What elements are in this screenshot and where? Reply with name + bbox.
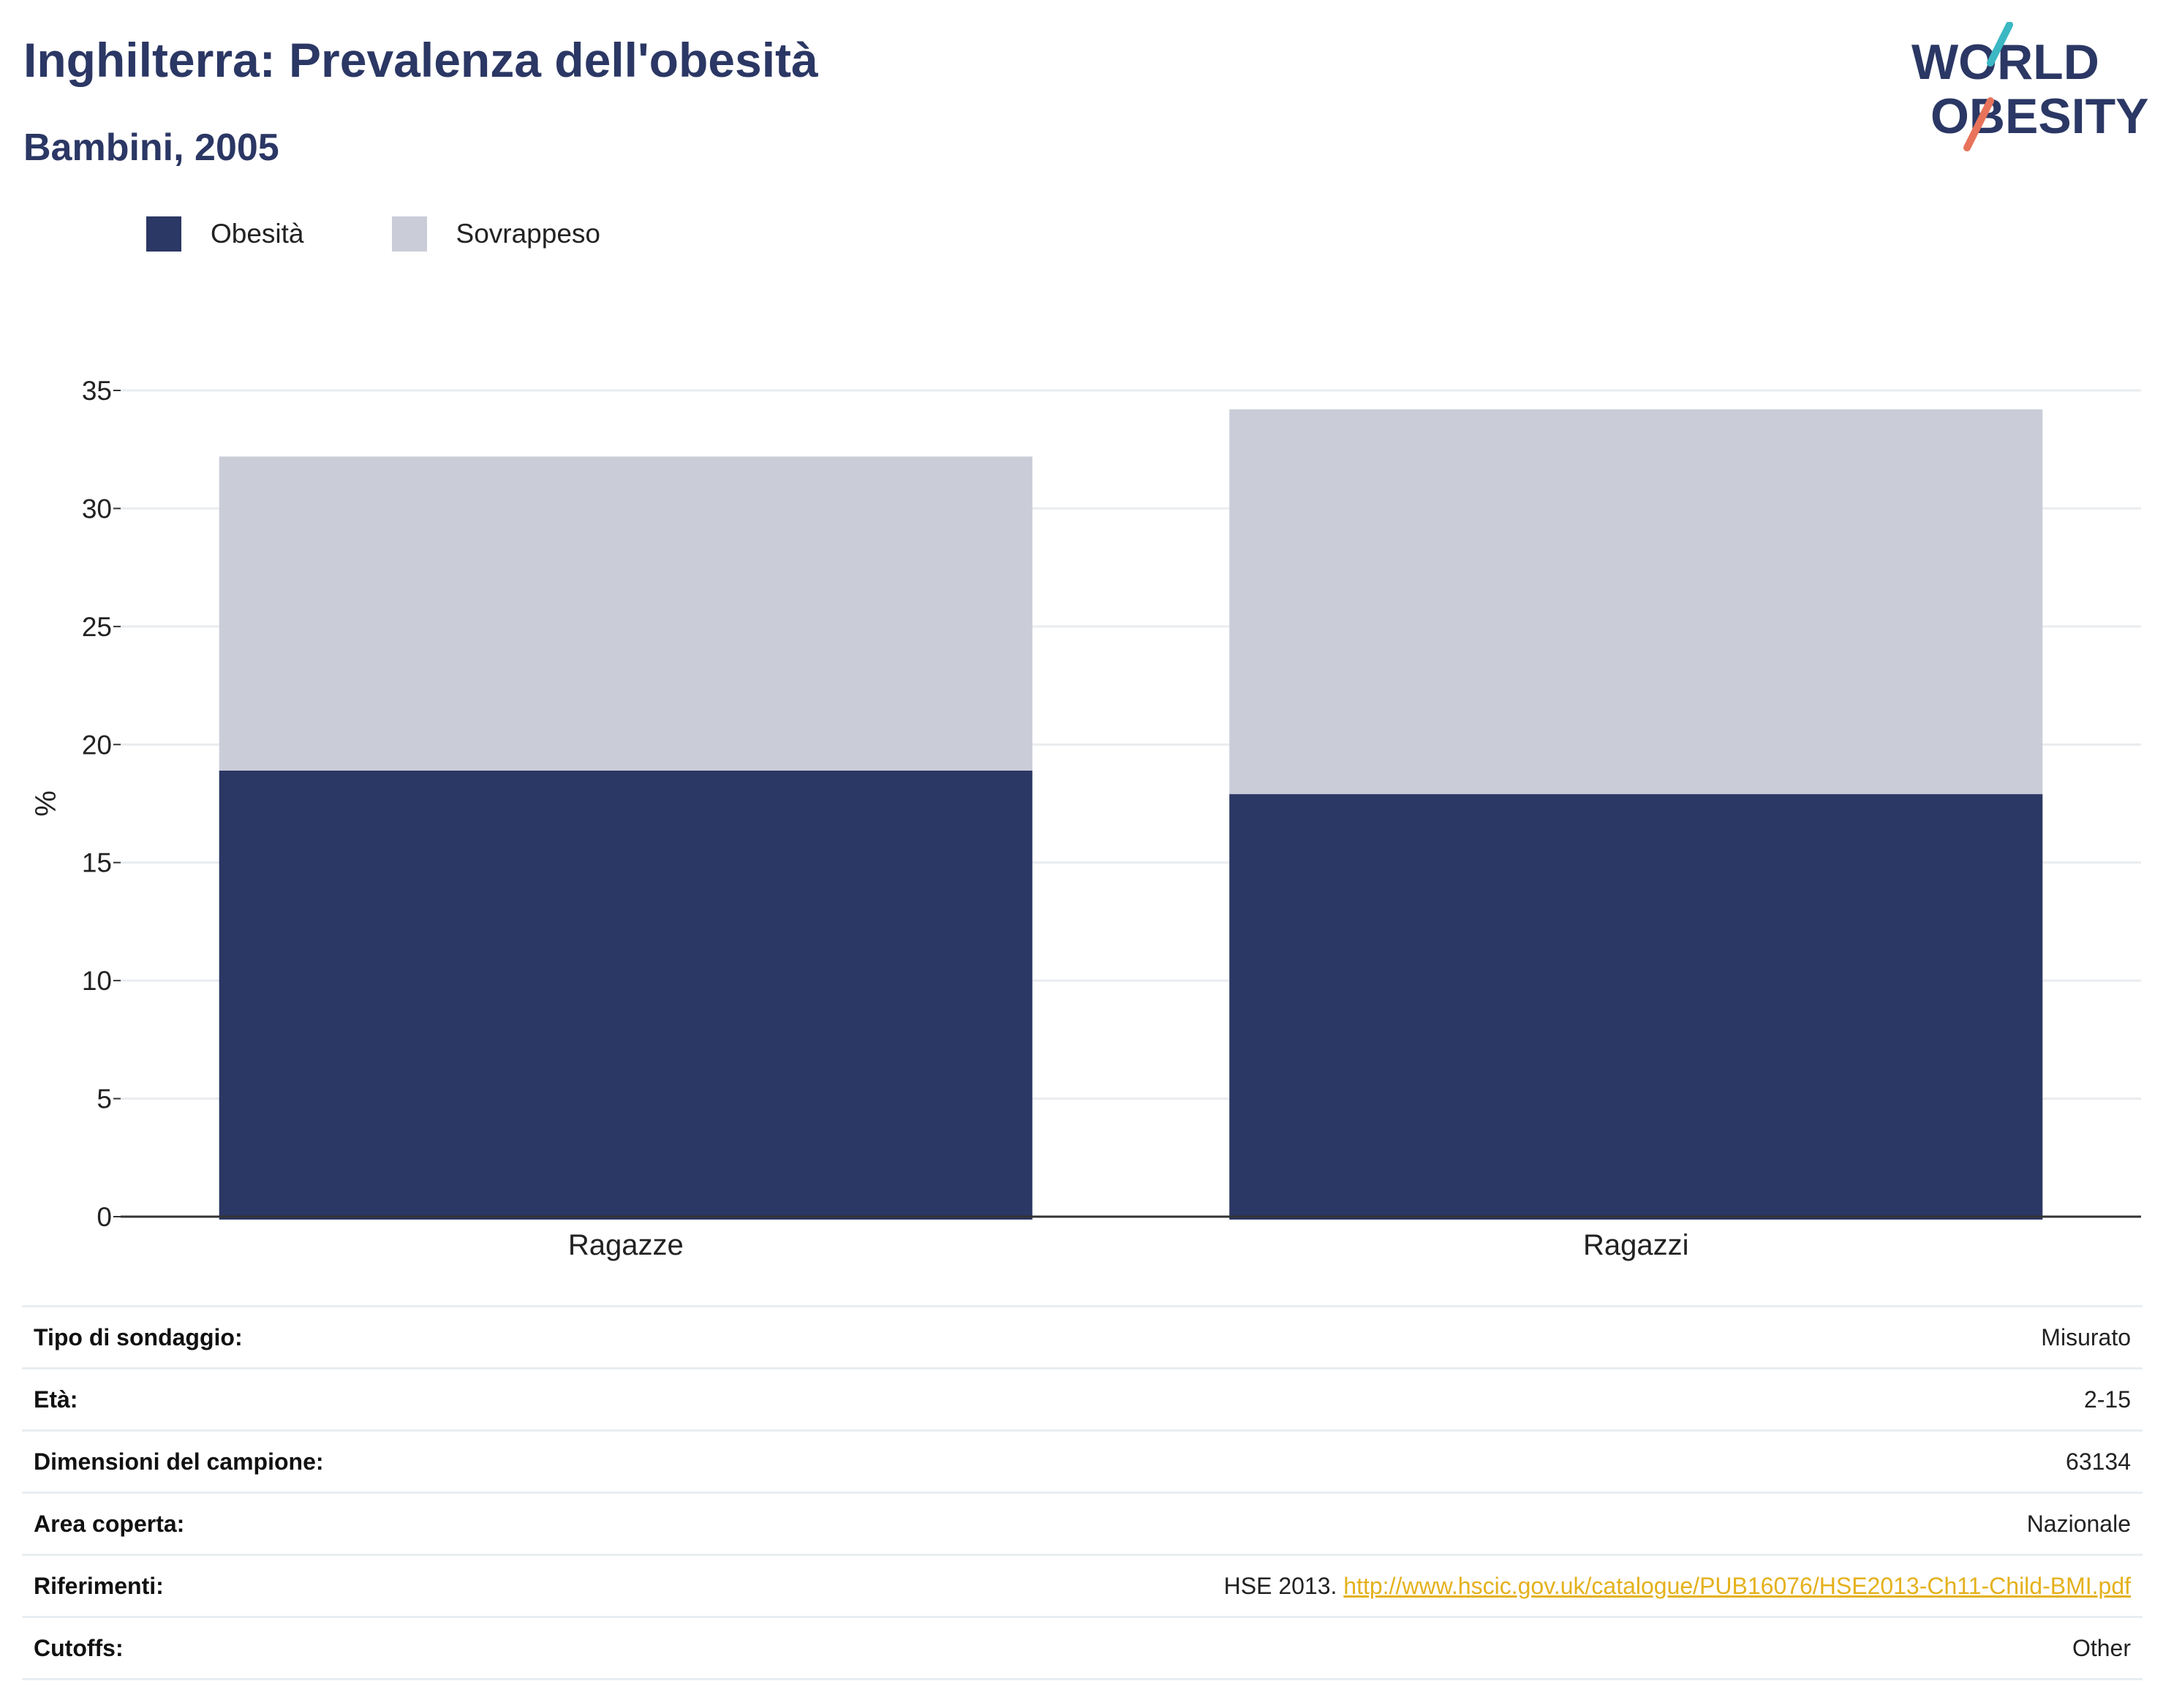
y-axis-label: %	[30, 790, 62, 817]
bar-ragazze-sovrappeso	[219, 456, 1033, 771]
info-row: Dimensioni del campione: 63134	[22, 1429, 2143, 1493]
survey-info-table: Tipo di sondaggio: Misurato Età: 2-15 Dimens…	[22, 1305, 2143, 1680]
info-value: Other	[556, 1616, 2143, 1680]
y-tick-label: 30	[82, 494, 112, 524]
info-key: Età:	[22, 1367, 556, 1431]
bar-ragazzi-obesita	[1229, 794, 2043, 1220]
info-value: Nazionale	[556, 1492, 2143, 1555]
bar-ragazze-obesita	[219, 770, 1033, 1220]
info-value-text: Misurato	[2041, 1323, 2131, 1350]
svg-text:WORLD: WORLD	[1911, 34, 2099, 90]
bar-ragazzi-sovrappeso	[1229, 409, 2043, 795]
legend-swatch-obesity	[146, 216, 181, 252]
y-tick-label: 10	[82, 966, 112, 996]
reference-link[interactable]: http://www.hscic.gov.uk/catalogue/PUB160…	[1343, 1572, 2131, 1599]
world-obesity-logo: WORLD OBESITY	[1911, 22, 2149, 151]
y-tick-label: 25	[82, 612, 112, 642]
info-value: 2-15	[556, 1367, 2143, 1431]
info-key: Cutoffs:	[22, 1616, 556, 1680]
y-tick-label: 5	[97, 1084, 112, 1114]
legend-item-overweight[interactable]: Sovrappeso	[391, 216, 600, 252]
info-value: 63134	[556, 1429, 2143, 1493]
info-key: Dimensioni del campione:	[22, 1429, 556, 1493]
legend-label-overweight: Sovrappeso	[456, 219, 600, 249]
info-row: Riferimenti: HSE 2013. http://www.hscic.g…	[22, 1554, 2143, 1617]
y-tick-label: 35	[82, 376, 112, 406]
y-tick-label: 0	[97, 1202, 112, 1232]
chart-legend: Obesità Sovrappeso	[146, 216, 688, 252]
stacked-bar-chart: 0 5 10 15 20 25 30 35% Ragazze Ragazzi	[30, 376, 2141, 1261]
y-tick-label: 20	[82, 730, 112, 760]
info-value-text: 63134	[2066, 1448, 2131, 1475]
info-value: HSE 2013. http://www.hscic.gov.uk/catalo…	[556, 1554, 2143, 1617]
x-tick-label-ragazze: Ragazze	[568, 1229, 684, 1261]
info-key: Area coperta:	[22, 1492, 556, 1555]
chart-title: Inghilterra: Prevalenza dell'obesità	[23, 33, 818, 87]
info-value-text: Other	[2072, 1634, 2131, 1661]
info-value-text: Nazionale	[2026, 1510, 2131, 1537]
legend-label-obesity: Obesità	[211, 219, 304, 249]
legend-item-obesity[interactable]: Obesità	[146, 216, 304, 252]
info-value: Misurato	[556, 1305, 2143, 1369]
info-row: Età: 2-15	[22, 1367, 2143, 1431]
svg-text:OBESITY: OBESITY	[1930, 88, 2149, 144]
chart-subtitle: Bambini, 2005	[23, 126, 279, 169]
info-value-text: HSE 2013.	[1223, 1572, 1344, 1599]
legend-swatch-overweight	[391, 216, 427, 252]
y-tick-label: 15	[82, 848, 112, 878]
x-tick-label-ragazzi: Ragazzi	[1583, 1229, 1689, 1261]
info-row: Cutoffs: Other	[22, 1616, 2143, 1680]
info-value-text: 2-15	[2083, 1386, 2131, 1413]
info-key: Riferimenti:	[22, 1554, 556, 1617]
info-row: Area coperta: Nazionale	[22, 1492, 2143, 1555]
info-key: Tipo di sondaggio:	[22, 1305, 556, 1369]
info-row: Tipo di sondaggio: Misurato	[22, 1305, 2143, 1369]
